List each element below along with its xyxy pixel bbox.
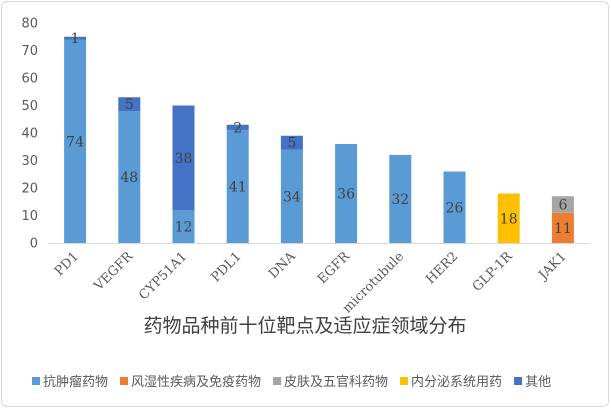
y-tick-label: 60 [21, 72, 38, 87]
bars [64, 36, 574, 243]
data-label: 1 [71, 31, 80, 47]
data-label: 5 [287, 136, 296, 152]
legend-swatch [400, 377, 409, 385]
y-tick-label: 0 [30, 237, 38, 252]
legend-label: 风湿性疾病及免疫药物 [131, 374, 261, 390]
data-label: 41 [229, 180, 247, 196]
y-axis: 0 10 20 30 40 50 60 70 80 [21, 17, 590, 252]
legend-swatch [120, 377, 129, 385]
bar-segment [280, 149, 303, 243]
bar-segment [551, 212, 574, 243]
x-tick-label: DNA [266, 249, 299, 282]
y-tick-label: 20 [21, 182, 38, 197]
chart-title: 药物品种前十位靶点及适应症领域分布 [143, 315, 466, 337]
legend-label: 皮肤及五官科药物 [284, 374, 388, 390]
data-label: 26 [446, 200, 464, 216]
data-label: 48 [120, 170, 138, 186]
data-label: 6 [558, 198, 567, 214]
x-tick-label: GLP-1R [470, 248, 516, 294]
legend-item: 内分泌系统用药 [400, 374, 502, 390]
bar-segment [389, 155, 412, 243]
bar-segment [226, 130, 249, 243]
data-label: 5 [125, 97, 134, 113]
data-label: 32 [391, 192, 409, 208]
data-label: 18 [500, 211, 518, 227]
y-tick-label: 70 [21, 44, 38, 59]
bar-segment [335, 144, 358, 243]
legend-item: 抗肿瘤药物 [32, 374, 108, 390]
x-tick-label: EGFR [315, 248, 354, 287]
data-label: 38 [175, 151, 193, 167]
legend-swatch [32, 377, 40, 385]
legend: 抗肿瘤药物 风湿性疾病及免疫药物 皮肤及五官科药物 内分泌系统用药 其他 [32, 374, 551, 390]
y-tick-label: 30 [21, 154, 38, 169]
data-label: 12 [175, 220, 193, 236]
data-label: 11 [554, 221, 572, 237]
bar-segment [226, 124, 249, 131]
data-label: 74 [66, 134, 84, 150]
legend-item: 其他 [514, 375, 551, 390]
bar-segment [551, 196, 574, 213]
legend-swatch [514, 377, 523, 385]
legend-swatch [273, 377, 282, 385]
x-tick-label: HER2 [423, 249, 461, 287]
bar-segment [118, 111, 141, 243]
legend-item: 风湿性疾病及免疫药物 [120, 374, 261, 390]
bar-segment [497, 193, 520, 243]
bar-segment [118, 97, 141, 111]
legend-label: 其他 [525, 375, 551, 390]
legend-label: 内分泌系统用药 [411, 374, 502, 390]
x-tick-label: VEGFR [91, 248, 137, 294]
data-labels: 74 1 48 5 12 38 41 2 34 5 36 32 26 18 11 6 [66, 31, 572, 237]
y-tick-label: 80 [21, 17, 38, 32]
data-label: 2 [233, 121, 242, 137]
bar-segment [172, 210, 195, 243]
x-tick-label: CYP51A1 [136, 249, 190, 303]
y-tick-label: 40 [21, 127, 38, 142]
data-label: 36 [337, 187, 355, 203]
legend-item: 皮肤及五官科药物 [273, 374, 388, 390]
y-tick-label: 50 [21, 99, 38, 114]
data-label: 34 [283, 189, 301, 205]
bar-segment [443, 171, 466, 243]
bar-segment [64, 39, 87, 243]
bar-segment [280, 135, 303, 150]
y-tick-label: 10 [21, 209, 38, 224]
legend-label: 抗肿瘤药物 [43, 374, 108, 390]
bar-segment [172, 105, 195, 210]
bar-segment [64, 36, 87, 40]
x-tick-label: PD1 [52, 249, 82, 279]
x-tick-label: PDL1 [208, 249, 244, 285]
x-tick-label: JAK1 [535, 249, 570, 284]
